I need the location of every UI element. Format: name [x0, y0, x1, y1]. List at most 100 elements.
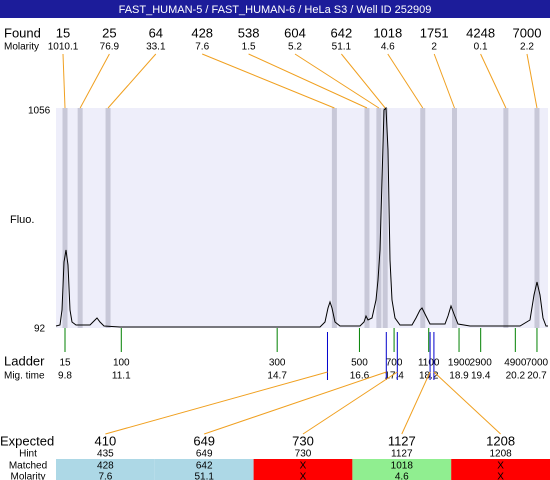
found-molarity: 5.2	[288, 42, 302, 53]
mig-time-label: Mig. time	[4, 371, 45, 382]
peak-connector	[107, 53, 157, 109]
plot-area	[56, 108, 548, 328]
peak-connector	[202, 53, 335, 109]
hint: 649	[196, 449, 213, 460]
hint: 1208	[489, 449, 512, 460]
found-size: 64	[149, 25, 163, 40]
peak-connector	[248, 53, 368, 109]
fluo-label: Fluo.	[10, 214, 34, 226]
ladder-size: 100	[113, 358, 130, 369]
matched-label: Matched	[9, 461, 47, 472]
title-bar	[0, 0, 550, 18]
hint: 730	[295, 449, 312, 460]
matched: 428	[97, 461, 114, 472]
mig-time: 20.7	[527, 371, 547, 382]
peak-band	[420, 108, 426, 328]
trace	[55, 106, 548, 328]
fluo-max: 1056	[28, 106, 51, 117]
hint-label: Hint	[19, 449, 37, 460]
mig-time: 19.4	[471, 371, 491, 382]
found-size: 428	[191, 25, 213, 40]
expected-connector	[204, 371, 387, 435]
mig-time: 20.2	[506, 371, 526, 382]
mig-time: 18.2	[419, 371, 439, 382]
expected-connector	[105, 371, 328, 435]
peak-connector	[79, 53, 110, 109]
expected-size: 649	[193, 433, 215, 448]
peak-connector	[294, 53, 380, 109]
peak-band	[62, 108, 68, 328]
peak-band	[534, 108, 540, 328]
matched-molarity: 51.1	[194, 472, 214, 480]
peak-band	[376, 108, 382, 328]
matched: X	[497, 461, 504, 472]
mig-time: 18.9	[449, 371, 469, 382]
peak-band	[105, 108, 111, 328]
expected-connector	[302, 371, 398, 435]
matched-molarity: 4.6	[395, 472, 409, 480]
found-molarity: 33.1	[146, 42, 166, 53]
found-molarity: 0.1	[474, 42, 488, 53]
molarity-label: Molarity	[4, 42, 39, 53]
ladder-size: 700	[386, 358, 403, 369]
ladder-size: 1900	[448, 358, 471, 369]
matched-molarity: X	[300, 472, 307, 480]
matched: 1018	[391, 461, 414, 472]
match-cell	[253, 459, 353, 480]
ladder-size: 2900	[470, 358, 493, 369]
found-size: 604	[284, 25, 306, 40]
ladder-size: 1100	[418, 358, 440, 369]
found-size: 25	[102, 25, 116, 40]
peak-band	[452, 108, 458, 328]
found-size: 15	[56, 25, 70, 40]
match-cell	[352, 459, 452, 480]
ladder-size: 15	[59, 358, 71, 369]
found-size: 642	[331, 25, 353, 40]
ladder-size: 300	[269, 358, 286, 369]
found-molarity: 51.1	[332, 42, 352, 53]
peak-band	[503, 108, 509, 328]
hint: 435	[97, 449, 114, 460]
expected-size: 730	[292, 433, 314, 448]
match-cell	[56, 459, 155, 480]
ladder-size: 7000	[526, 358, 549, 369]
fluo-min: 92	[34, 324, 46, 335]
matched: X	[300, 461, 307, 472]
peak-band	[364, 108, 370, 328]
molarity-row-label: Molarity	[10, 472, 45, 480]
mig-time: 9.8	[58, 371, 72, 382]
found-size: 1751	[420, 25, 449, 40]
found-molarity: 76.9	[100, 42, 120, 53]
found-size: 4248	[466, 25, 495, 40]
peak-band	[77, 108, 83, 328]
peak-connector	[62, 53, 66, 109]
match-cell	[451, 459, 550, 480]
mig-time: 11.1	[112, 371, 131, 382]
peak-connector	[480, 53, 507, 109]
expected-label: Expected	[0, 433, 54, 448]
found-molarity: 2.2	[520, 42, 534, 53]
found-molarity: 7.6	[195, 42, 209, 53]
title: FAST_HUMAN-5 / FAST_HUMAN-6 / HeLa S3 / …	[119, 4, 432, 16]
expected-size: 1208	[486, 433, 515, 448]
peak-band	[382, 108, 388, 328]
found-molarity: 2	[431, 42, 437, 53]
matched-molarity: 7.6	[98, 472, 112, 480]
peak-connector	[433, 53, 455, 109]
found-molarity: 1010.1	[48, 42, 79, 53]
mig-time: 14.7	[267, 371, 287, 382]
found-size: 1018	[373, 25, 402, 40]
mig-time: 16.6	[350, 371, 370, 382]
expected-connector	[401, 371, 431, 435]
matched: 642	[196, 461, 213, 472]
expected-size: 410	[95, 433, 117, 448]
found-molarity: 1.5	[242, 42, 256, 53]
expected-connector	[433, 371, 501, 435]
ladder-size: 4900	[504, 358, 527, 369]
peak-connector	[341, 53, 386, 109]
mig-time: 17.4	[384, 371, 404, 382]
found-size: 7000	[513, 25, 542, 40]
found-molarity: 4.6	[381, 42, 395, 53]
